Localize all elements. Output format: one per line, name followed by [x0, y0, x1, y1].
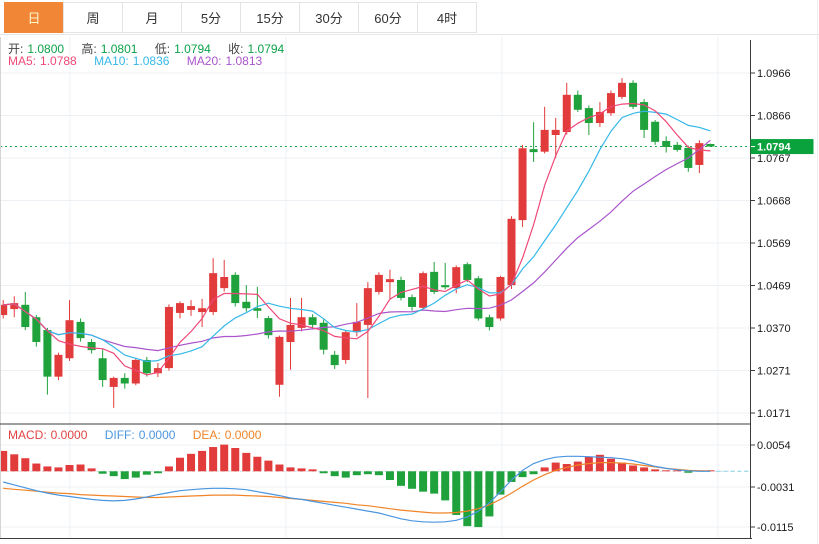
svg-text:1.0370: 1.0370 — [757, 323, 791, 335]
ohlc-readout: 开: 1.0800 高: 1.0801 低: 1.0794 收: 1.0794 — [8, 40, 288, 57]
tab-15min[interactable]: 15分 — [240, 2, 300, 33]
macd-label: MACD: — [8, 428, 47, 442]
macd-value: 0.0000 — [50, 428, 88, 442]
dea-label: DEA: — [192, 428, 221, 442]
svg-text:1.0171: 1.0171 — [757, 408, 791, 420]
diff-value: 0.0000 — [138, 428, 176, 442]
svg-text:1.0966: 1.0966 — [757, 68, 791, 80]
diff-curve — [3, 455, 711, 523]
svg-text:1.0794: 1.0794 — [757, 142, 792, 154]
open-label: 开: — [8, 42, 24, 56]
ma5-label: MA5: — [8, 54, 37, 68]
gridlines — [0, 37, 750, 539]
ma-legend: MA5: 1.0788 MA10: 1.0836 MA20: 1.0813 — [8, 54, 266, 68]
close-value: 1.0794 — [247, 42, 285, 56]
ma20-label: MA20: — [186, 54, 222, 68]
dea-curve — [3, 462, 711, 514]
ma10-line — [3, 110, 711, 363]
ma5-value: 1.0788 — [40, 54, 77, 68]
svg-text:1.0767: 1.0767 — [757, 153, 791, 165]
tab-daily[interactable]: 日 — [4, 2, 64, 33]
ma20-value: 1.0813 — [225, 54, 263, 68]
last-price-badge: 1.0794 — [750, 139, 814, 155]
tab-60min[interactable]: 60分 — [358, 2, 418, 33]
ma5-line — [3, 102, 711, 376]
svg-text:1.0469: 1.0469 — [757, 281, 791, 293]
price-axis-labels: 1.0966 1.0866 1.0767 1.0668 1.0569 1.0469 1.03… — [750, 68, 794, 534]
svg-text:1.0668: 1.0668 — [757, 196, 791, 208]
macd-legend: MACD: 0.0000 DIFF: 0.0000 DEA: 0.0000 — [8, 428, 265, 442]
svg-text:0.0054: 0.0054 — [757, 440, 791, 452]
candlesticks — [0, 78, 715, 408]
tab-monthly[interactable]: 月 — [122, 2, 182, 33]
macd-histogram — [0, 444, 715, 528]
ma10-label: MA10: — [94, 54, 129, 68]
svg-text:-0.0115: -0.0115 — [757, 522, 794, 534]
ma20-line — [3, 139, 711, 352]
timeframe-tabbar: 日 周 月 5分 15分 30分 60分 4时 — [0, 0, 819, 35]
low-value: 1.0794 — [174, 42, 211, 56]
svg-text:1.0866: 1.0866 — [757, 111, 791, 123]
tab-30min[interactable]: 30分 — [299, 2, 359, 33]
svg-text:-0.0031: -0.0031 — [757, 482, 794, 494]
dea-value: 0.0000 — [224, 428, 262, 442]
tab-5min[interactable]: 5分 — [181, 2, 241, 33]
ma10-value: 1.0836 — [132, 54, 170, 68]
high-label: 高: — [81, 42, 97, 56]
svg-text:1.0569: 1.0569 — [757, 238, 791, 250]
close-label: 收: — [228, 42, 244, 56]
svg-text:1.0271: 1.0271 — [757, 366, 791, 378]
open-value: 1.0800 — [27, 42, 65, 56]
diff-label: DIFF: — [104, 428, 135, 442]
high-value: 1.0801 — [100, 42, 138, 56]
tab-4hour[interactable]: 4时 — [417, 2, 477, 33]
low-label: 低: — [154, 42, 171, 56]
